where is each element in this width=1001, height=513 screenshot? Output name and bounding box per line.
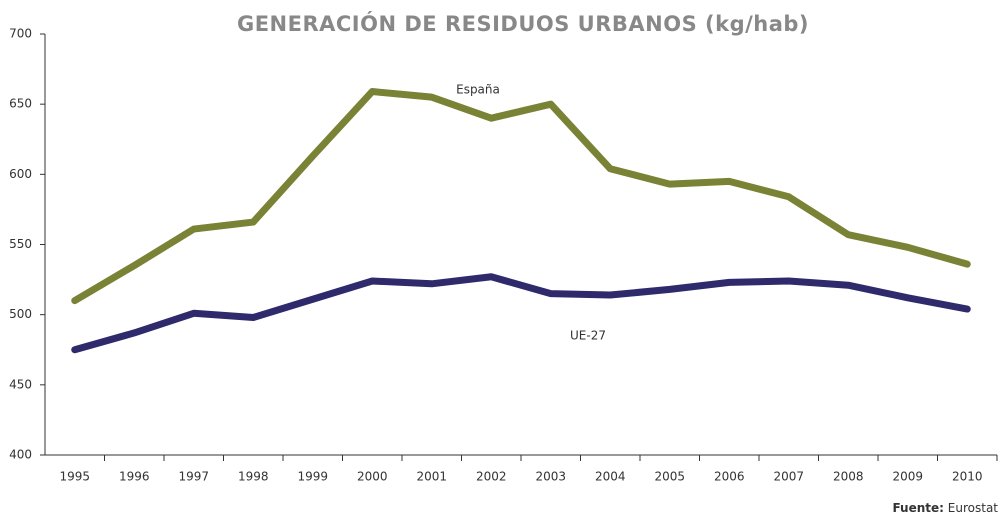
y-tick-label: 700 <box>9 27 32 41</box>
y-tick-label: 600 <box>9 167 32 181</box>
x-tick-label: 2002 <box>476 470 507 484</box>
x-tick-label: 2006 <box>714 470 745 484</box>
x-tick-label: 2007 <box>773 470 804 484</box>
x-tick-label: 2009 <box>892 470 923 484</box>
x-tick-label: 2001 <box>416 470 447 484</box>
x-tick-label: 2008 <box>833 470 864 484</box>
y-tick-label: 450 <box>9 377 32 391</box>
x-tick-label: 1996 <box>119 470 150 484</box>
source: Fuente: Eurostat <box>892 501 998 513</box>
y-tick-label: 400 <box>9 448 32 462</box>
x-tick-label: 1998 <box>238 470 269 484</box>
source-text: Eurostat <box>948 501 999 513</box>
y-tick-label: 550 <box>9 237 32 251</box>
x-tick-label: 2005 <box>654 470 685 484</box>
x-tick-label: 2000 <box>357 470 388 484</box>
x-tick-label: 1995 <box>59 470 90 484</box>
x-tick-label: 2004 <box>595 470 626 484</box>
x-tick-label: 1999 <box>297 470 328 484</box>
series-label: UE-27 <box>570 329 606 343</box>
x-tick-label: 1997 <box>178 470 209 484</box>
chart-title: GENERACIÓN DE RESIDUOS URBANOS (kg/hab) <box>237 11 809 36</box>
series-label: España <box>456 83 500 97</box>
y-tick-label: 650 <box>9 97 32 111</box>
x-tick-label: 2003 <box>535 470 566 484</box>
y-tick-label: 500 <box>9 307 32 321</box>
series-line <box>71 273 971 354</box>
series-line <box>71 88 971 305</box>
source-label: Fuente: <box>892 501 944 513</box>
x-tick-label: 2010 <box>952 470 983 484</box>
